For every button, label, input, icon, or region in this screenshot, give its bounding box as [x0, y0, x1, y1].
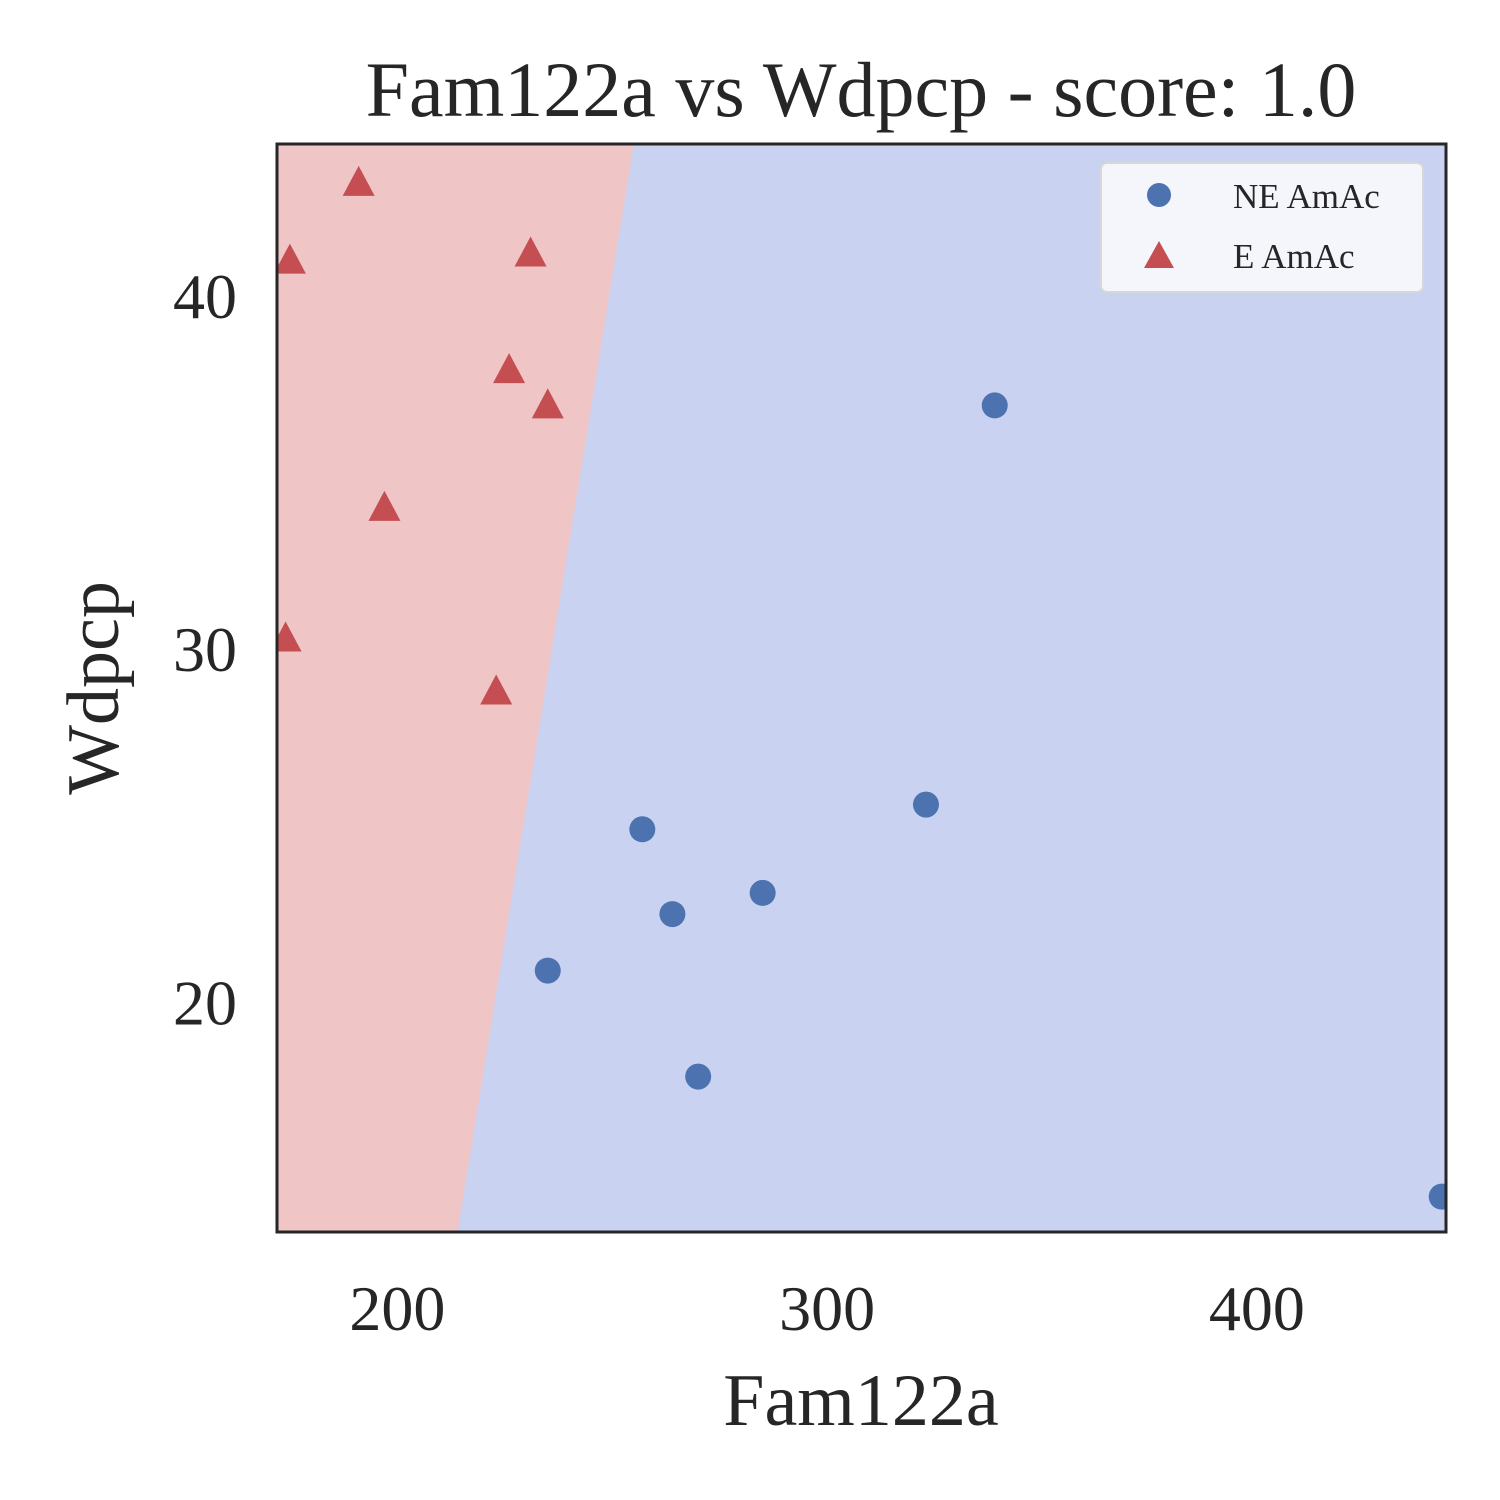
point-ne-amac-4: [912, 791, 939, 818]
x-axis-label: Fam122a: [723, 1360, 998, 1442]
point-e-amac-6: [277, 621, 302, 652]
point-ne-amac-0: [981, 392, 1008, 419]
legend-marker-e-amac: [1144, 241, 1174, 268]
chart-title: Fam122a vs Wdpcp - score: 1.0: [366, 46, 1357, 133]
point-e-amac-5: [368, 490, 401, 521]
point-ne-amac-6: [685, 1063, 712, 1090]
point-e-amac-0: [342, 165, 375, 196]
x-tick-label-400: 400: [1209, 1273, 1305, 1344]
y-tick-label-40: 40: [173, 261, 237, 332]
point-ne-amac-3: [749, 879, 776, 906]
point-e-amac-3: [493, 353, 526, 384]
legend-label-e-amac: E AmAc: [1233, 237, 1355, 276]
point-ne-amac-1: [629, 816, 656, 843]
point-e-amac-1: [277, 243, 306, 274]
legend-label-ne-amac: NE AmAc: [1233, 177, 1380, 216]
point-e-amac-2: [514, 236, 547, 267]
legend-frame: [1100, 162, 1424, 293]
legend: NE AmAc E AmAc: [1100, 162, 1424, 293]
points-layer: [277, 165, 1446, 1210]
point-e-amac-4: [531, 388, 564, 419]
point-ne-amac-7: [1428, 1183, 1446, 1210]
x-tick-label-200: 200: [349, 1273, 445, 1344]
plot-frame: [275, 142, 1448, 1234]
ticks-layer: 200 300 400 20 30 40: [173, 261, 1305, 1344]
y-axis-label: Wdpcp: [53, 581, 135, 795]
point-e-amac-7: [480, 674, 513, 705]
y-tick-label-20: 20: [173, 967, 237, 1038]
legend-marker-ne-amac: [1147, 183, 1171, 207]
x-tick-label-300: 300: [779, 1273, 875, 1344]
point-ne-amac-2: [659, 901, 686, 928]
point-ne-amac-5: [534, 957, 561, 984]
y-tick-label-30: 30: [173, 614, 237, 685]
